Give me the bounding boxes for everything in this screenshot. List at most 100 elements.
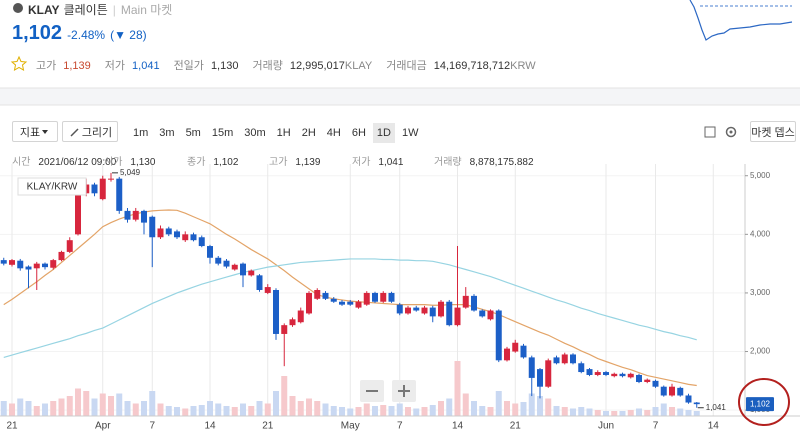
dropdown-icon [42,129,49,134]
interval-button[interactable]: 4H [326,127,341,139]
price-row: 1,102 -2.48% (▼ 28) [12,22,147,45]
y-tick-label: 2,000 [750,347,771,356]
candle-body [124,210,131,220]
volume-bar [421,407,428,416]
candle-body [446,301,453,326]
volume-bar [223,406,230,416]
candle-body [256,275,263,290]
candle-body [429,307,436,317]
candle-body [644,379,651,383]
zoom-in[interactable] [392,380,416,402]
draw-button[interactable]: 그리기 [62,121,118,142]
draw-label: 그리기 [81,126,113,139]
candle-body [487,310,494,320]
candle-body [578,363,585,373]
candle-body [619,373,626,377]
volume-bar [83,391,90,416]
volume-bar [256,401,263,416]
candle-body [603,372,609,375]
volume-bar [231,407,238,416]
volume-bar [652,407,659,416]
volume-bar [297,401,304,416]
stats: 고가 1,139 저가 1,041 전일가 1,130 거래량 12,995,017KLAY 거… [36,57,550,73]
volume-bar [289,396,296,416]
volume-bar [25,401,32,416]
volume-bar [487,407,494,416]
interval-button[interactable]: 6H [351,127,366,139]
interval-button[interactable]: 1W [401,127,419,139]
interval-button[interactable]: 2H [301,127,316,139]
candle-body [479,310,486,317]
candle-body [421,307,428,314]
volume-bar [339,407,345,416]
x-tick-label: 21 [262,421,274,432]
candle-body [198,237,205,247]
volume-bar [330,406,337,416]
change-pct: -2.48% [67,28,106,42]
volume-bar [462,393,469,416]
volume-bar [636,408,642,416]
candle-body [306,292,312,314]
x-tick-label: 14 [708,421,720,432]
candle-body [240,263,246,276]
info-value: 1,041 [378,157,404,168]
x-tick-label: Apr [95,421,111,432]
stat-label: 전일가 [173,60,204,72]
interval-button[interactable]: 30m [244,127,266,139]
candle-body [396,304,403,314]
candle-body [594,372,601,375]
volume-bar [586,408,593,416]
interval-button[interactable]: 15m [211,127,234,139]
candle-body [58,251,65,261]
info-label: 시가 [104,157,123,168]
volume-bar [108,396,114,416]
volume-bar [570,408,576,416]
interval-button[interactable]: 1D [372,123,395,143]
candle-body [66,240,73,252]
candle-body [182,234,189,241]
interval-button[interactable]: 3m [159,127,175,139]
zoom-out[interactable] [360,380,384,402]
interval-button[interactable]: 1m [133,127,149,139]
volume-bar [141,401,147,416]
volume-bar [99,393,106,416]
volume-bar [50,401,57,416]
candle-body [0,260,7,264]
candle-body [297,310,304,323]
interval-button[interactable]: 1H [276,127,291,139]
market-title: KLAY 클레이튼 | Main 마켓 [24,1,172,18]
candle-body [99,178,106,200]
volume-bar [396,403,403,416]
candle-body [347,301,354,305]
interval-button[interactable]: 5m [185,127,201,139]
candle-body [330,298,337,302]
stat-value: 14,169,718,712 [433,60,511,72]
volume-bar [9,403,15,416]
toolbar-icons[interactable] [704,126,737,138]
star-icon[interactable] [10,55,28,71]
depth-label: 마켓 뎁스 [751,126,795,139]
volume-bar [677,408,684,416]
candle-body [91,184,98,194]
candle-body [372,292,378,302]
change-abs: (▼ 28) [110,28,147,42]
separator-band [0,88,800,105]
volume-bar [520,402,527,416]
candle-body [512,342,519,352]
stat: 거래대금 14,169,718,712KRW [386,57,535,73]
candle-body [157,228,164,238]
depth-button[interactable]: 마켓 뎁스 [750,121,796,142]
volume-bar [91,398,98,416]
candle-body [248,270,255,276]
candle-body [165,228,172,235]
volume-bar [471,401,477,416]
volume-bar [248,406,255,416]
candle-body [495,310,502,361]
indicator-button[interactable]: 지표 [12,121,58,142]
candle-body [471,295,477,311]
candle-body [528,357,535,378]
candle-body [50,260,57,268]
info-label: 거래량 [434,157,462,168]
stat-unit: KRW [510,60,536,72]
